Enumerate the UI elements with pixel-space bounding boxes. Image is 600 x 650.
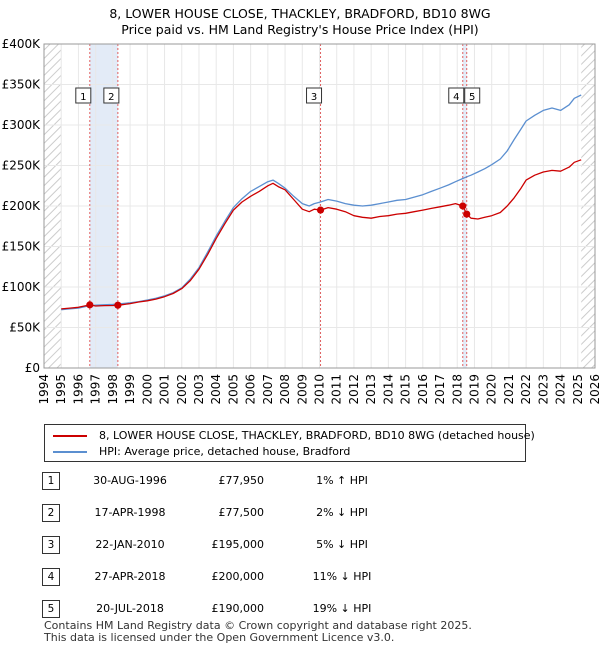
plot-border [43, 43, 596, 369]
sale-point [463, 210, 471, 218]
y-tick-label: £100K [2, 280, 42, 294]
x-tick-label: 1998 [106, 374, 120, 405]
x-tick-label: 2008 [278, 374, 292, 405]
sale-price: £200,000 [211, 570, 265, 583]
sale-date: 30-AUG-1996 [93, 474, 167, 487]
price-chart: 1 2 3 4 5 £0 £50K £100K £150K £200K £250K £300K £350… [2, 37, 600, 405]
y-tick-label: £400K [2, 37, 42, 51]
x-tick-label: 2014 [381, 374, 395, 405]
sale-row: 1 30-AUG-1996 £77,950 1% ↑ HPI [0, 470, 600, 490]
y-tick-label: £250K [2, 159, 42, 173]
sale-label-text: 3 [311, 92, 317, 103]
sale-row: 3 22-JAN-2010 £195,000 5% ↓ HPI [0, 534, 600, 554]
sale-date: 27-APR-2018 [94, 570, 166, 583]
x-tick-label: 1997 [89, 374, 103, 405]
y-tick-label: £0 [25, 361, 40, 375]
x-tick-label: 2010 [313, 374, 327, 405]
sale-label-box [75, 87, 92, 104]
x-tick-label: 2004 [209, 374, 223, 405]
sale-point [316, 206, 325, 214]
chart-title: 8, LOWER HOUSE CLOSE, THACKLEY, BRADFORD… [109, 6, 491, 21]
y-tick-label: £50K [9, 321, 41, 335]
x-tick-label: 2019 [467, 374, 481, 405]
chart-subtitle: Price paid vs. HM Land Registry's House … [121, 22, 479, 37]
x-tick-label: 2003 [192, 374, 206, 405]
x-tick-label: 2000 [140, 374, 154, 405]
legend-label-price: 8, LOWER HOUSE CLOSE, THACKLEY, BRADFORD… [99, 429, 535, 442]
x-tick-label: 1999 [123, 374, 137, 405]
sale-date: 17-APR-1998 [94, 506, 166, 519]
sale-row: 2 17-APR-1998 £77,500 2% ↓ HPI [0, 502, 600, 522]
sale-label-box [306, 87, 323, 104]
sale-hpi-comparison: 1% ↑ HPI [316, 474, 368, 487]
x-tick-label: 2022 [519, 374, 533, 405]
x-tick-label: 2013 [364, 374, 378, 405]
x-tick-label: 2005 [226, 374, 240, 405]
x-tick-label: 2020 [485, 374, 499, 405]
sale-number-badge: 2 [42, 504, 60, 522]
x-tick-label: 2023 [536, 374, 550, 405]
sale-hpi-comparison: 5% ↓ HPI [316, 538, 368, 551]
sale-number-badge: 5 [42, 600, 60, 618]
sale-hpi-comparison: 2% ↓ HPI [316, 506, 368, 519]
x-tick-label: 2024 [554, 374, 568, 405]
x-tick-label: 2006 [244, 374, 258, 405]
sale-label-text: 2 [108, 92, 114, 103]
sale-number-badge: 1 [42, 472, 60, 490]
y-tick-label: £200K [2, 199, 42, 213]
price-paid-line [61, 159, 582, 310]
sale-price: £195,000 [211, 538, 265, 551]
sale-label-box [103, 87, 120, 104]
x-tick-label: 2026 [588, 374, 600, 405]
legend-label-hpi: HPI: Average price, detached house, Brad… [99, 445, 351, 458]
x-tick-label: 2018 [450, 374, 464, 405]
sale-price: £190,000 [211, 602, 265, 615]
hpi-line [61, 94, 582, 311]
sale-number-badge: 3 [42, 536, 60, 554]
legend-item-price: 8, LOWER HOUSE CLOSE, THACKLEY, BRADFORD… [53, 429, 535, 442]
footer-line-copyright: Contains HM Land Registry data © Crown c… [44, 619, 472, 632]
sale-point [114, 301, 122, 309]
x-tick-label: 2017 [433, 374, 447, 405]
x-tick-label: 2016 [416, 374, 430, 405]
legend-item-hpi: HPI: Average price, detached house, Brad… [53, 445, 350, 458]
sale-row: 4 27-APR-2018 £200,000 11% ↓ HPI [0, 566, 600, 586]
sale-number-badge: 4 [42, 568, 60, 586]
x-tick-label: 2001 [158, 374, 172, 405]
sale-label-box [464, 87, 481, 104]
y-tick-label: £350K [2, 78, 42, 92]
chart-legend: 8, LOWER HOUSE CLOSE, THACKLEY, BRADFORD… [44, 424, 535, 462]
sale-point [86, 301, 94, 309]
sale-price: £77,500 [218, 506, 265, 519]
x-tick-label: 2012 [347, 374, 361, 405]
footer-attribution: Contains HM Land Registry data © Crown c… [44, 620, 472, 644]
legend-swatch-hpi [53, 450, 87, 453]
footer-line-licence: This data is licensed under the Open Gov… [44, 631, 395, 644]
x-tick-label: 1995 [54, 374, 68, 405]
x-tick-label: 2002 [175, 374, 189, 405]
x-tick-label: 2011 [330, 374, 344, 405]
legend-swatch-price [53, 434, 87, 437]
y-tick-label: £300K [2, 118, 42, 132]
sale-row: 5 20-JUL-2018 £190,000 19% ↓ HPI [0, 598, 600, 618]
sale-price: £77,950 [218, 474, 265, 487]
x-tick-label: 2007 [261, 374, 275, 405]
sale-date: 20-JUL-2018 [96, 602, 164, 615]
sale-hpi-comparison: 19% ↓ HPI [312, 602, 372, 615]
sale-label-text: 1 [80, 92, 86, 103]
x-tick-label: 1994 [37, 374, 51, 405]
sale-label-text: 4 [453, 92, 459, 103]
sale-point [459, 202, 467, 210]
sale-label-box [448, 87, 465, 104]
x-tick-label: 1996 [71, 374, 85, 405]
y-tick-label: £150K [2, 240, 42, 254]
x-tick-label: 2009 [295, 374, 309, 405]
sale-hpi-comparison: 11% ↓ HPI [312, 570, 372, 583]
x-tick-label: 2015 [399, 374, 413, 405]
sale-date: 22-JAN-2010 [95, 538, 165, 551]
sale-label-text: 5 [469, 92, 475, 103]
x-tick-label: 2025 [571, 374, 585, 405]
x-tick-label: 2021 [502, 374, 516, 405]
